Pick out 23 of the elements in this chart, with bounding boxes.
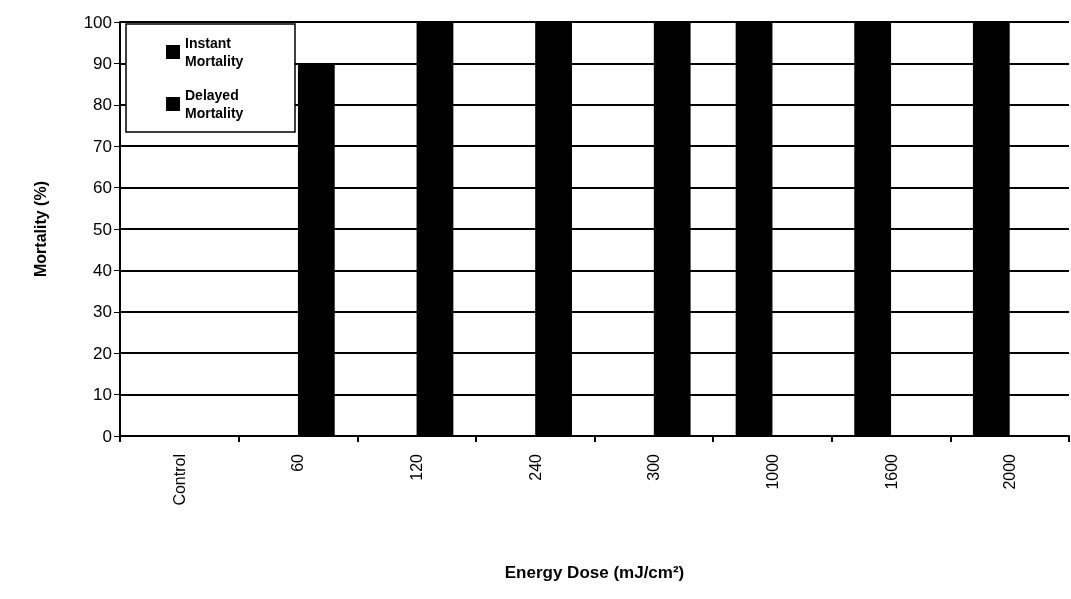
y-tick-label: 10	[93, 385, 112, 405]
x-tick-label: 1000	[763, 453, 781, 490]
y-tick-label: 50	[93, 219, 112, 239]
y-tick-label: 0	[102, 426, 112, 446]
y-tick-label: 20	[93, 343, 112, 363]
legend-label: Instant Mortality	[185, 35, 244, 69]
y-tick-label: 60	[93, 178, 112, 198]
y-axis-title: Mortality (%)	[31, 181, 49, 277]
x-axis-title: Energy Dose (mJ/cm²)	[504, 563, 685, 582]
y-tick-label: 30	[93, 302, 112, 322]
y-tick-label: 80	[93, 95, 112, 115]
x-tick-label: 60	[289, 453, 307, 472]
y-tick-label: 40	[93, 260, 112, 280]
y-tick-label: 90	[93, 53, 112, 73]
x-tick-label: Control	[170, 454, 188, 506]
x-tick-label: 300	[645, 453, 663, 481]
legend-label: Delayed Mortality	[185, 87, 244, 121]
y-tick-label: 70	[93, 136, 112, 156]
x-tick-label: 2000	[1001, 453, 1019, 490]
x-tick-label: 240	[526, 453, 544, 481]
x-tick-label: 1600	[882, 453, 900, 490]
y-tick-label: 100	[83, 12, 112, 32]
x-tick-label: 120	[408, 453, 426, 481]
